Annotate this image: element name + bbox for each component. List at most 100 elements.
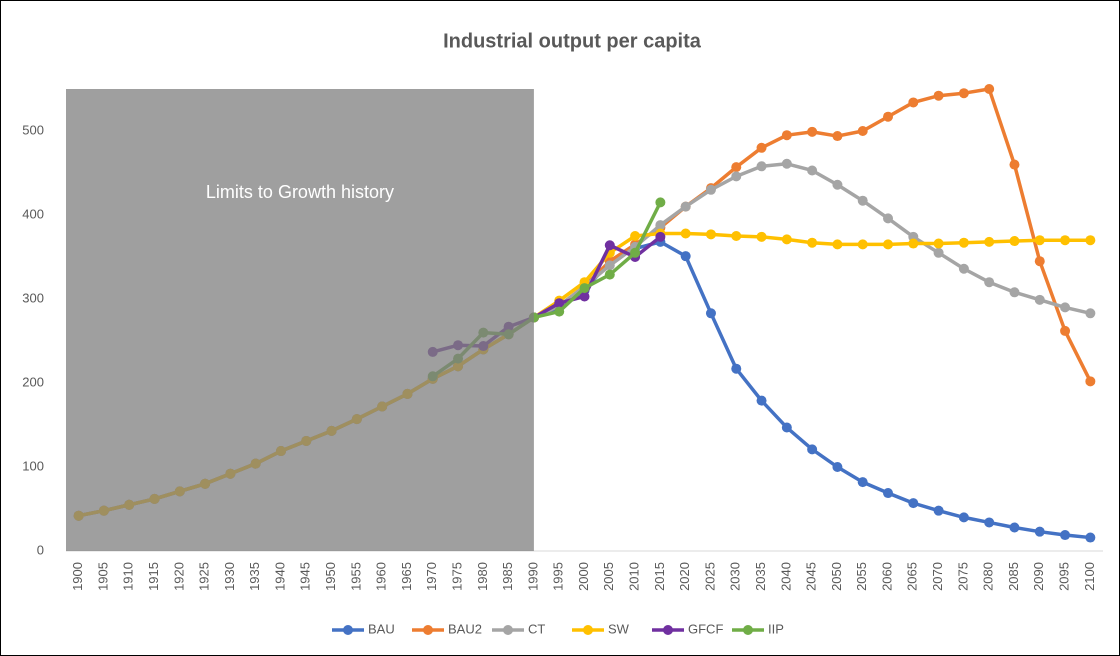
y-tick-label: 200 [22, 374, 44, 389]
series-marker [933, 505, 944, 516]
series-marker [604, 240, 615, 251]
series-marker [908, 238, 919, 249]
series-marker [883, 213, 894, 224]
series-marker [807, 237, 818, 248]
legend-marker [423, 625, 433, 635]
x-tick-label: 1940 [272, 562, 287, 591]
x-tick-label: 2040 [778, 562, 793, 591]
series-marker [1060, 235, 1071, 246]
region-label: Limits to Growth history [206, 182, 394, 202]
x-tick-label: 2070 [930, 562, 945, 591]
x-tick-label: 2100 [1082, 562, 1097, 591]
series-marker [933, 247, 944, 258]
series-marker [1034, 526, 1045, 537]
series-marker [630, 231, 641, 241]
x-tick-label: 2065 [905, 562, 920, 591]
x-tick-label: 2035 [753, 562, 768, 591]
x-tick-label: 1945 [298, 562, 313, 591]
x-tick-label: 2025 [702, 562, 717, 591]
y-tick-label: 300 [22, 290, 44, 305]
y-tick-label: 500 [22, 122, 44, 137]
series-marker [1034, 235, 1045, 246]
x-tick-label: 1905 [95, 562, 110, 591]
series-marker [857, 477, 868, 488]
shaded-region [66, 89, 534, 551]
x-tick-label: 2020 [677, 562, 692, 591]
series-marker [781, 234, 792, 245]
y-tick-label: 400 [22, 206, 44, 221]
legend-label: SW [608, 621, 630, 636]
x-tick-label: 2055 [854, 562, 869, 591]
legend-label: CT [528, 621, 545, 636]
series-marker [958, 512, 969, 523]
series-marker [807, 444, 818, 455]
series-marker [579, 291, 590, 302]
series-marker [883, 239, 894, 250]
x-tick-label: 1915 [146, 562, 161, 591]
series-marker [680, 228, 691, 239]
series-marker [781, 158, 792, 169]
series-marker [807, 126, 818, 137]
x-tick-label: 1980 [475, 562, 490, 591]
series-marker [655, 231, 666, 242]
legend-label: BAU2 [448, 621, 482, 636]
series-marker [958, 237, 969, 248]
x-tick-label: 2050 [829, 562, 844, 591]
series-marker [984, 517, 995, 528]
y-tick-label: 0 [37, 542, 44, 557]
series-marker [554, 298, 565, 309]
series-marker [857, 239, 868, 250]
chart-title: Industrial output per capita [443, 30, 702, 52]
series-marker [832, 179, 843, 190]
series-marker [1009, 287, 1020, 298]
series-marker [781, 422, 792, 433]
series-marker [832, 462, 843, 472]
series-marker [579, 283, 590, 294]
legend-marker [503, 625, 513, 635]
series-marker [731, 363, 742, 374]
series-marker [1060, 325, 1071, 336]
series-marker [807, 165, 818, 176]
series-marker [1060, 530, 1071, 541]
series-marker [984, 277, 995, 288]
series-marker [756, 395, 767, 406]
y-tick-label: 100 [22, 458, 44, 473]
series-marker [1034, 294, 1045, 305]
series-marker [1085, 308, 1096, 319]
series-marker [1085, 235, 1096, 246]
series-marker [756, 142, 767, 153]
series-marker [554, 306, 565, 317]
series-marker [756, 231, 767, 242]
x-tick-label: 1970 [424, 562, 439, 591]
series-marker [933, 90, 944, 101]
x-tick-label: 1960 [374, 562, 389, 591]
series-marker [630, 247, 641, 258]
x-tick-label: 1930 [222, 562, 237, 591]
series-marker [883, 488, 894, 499]
series-marker [933, 238, 944, 249]
series-marker [1085, 532, 1096, 543]
series-marker [731, 231, 742, 241]
legend-marker [743, 625, 753, 635]
series-marker [705, 308, 716, 319]
series-marker [857, 195, 868, 206]
x-tick-label: 2075 [955, 562, 970, 591]
series-marker [883, 111, 894, 122]
x-tick-label: 1965 [399, 562, 414, 591]
series-marker [857, 126, 868, 136]
series-marker [1009, 236, 1020, 247]
legend-marker [663, 625, 673, 635]
x-tick-label: 2085 [1006, 562, 1021, 591]
series-marker [832, 239, 843, 250]
x-tick-label: 1950 [323, 562, 338, 591]
series-marker [731, 171, 742, 182]
series-marker [731, 162, 742, 173]
legend-marker [343, 625, 353, 635]
x-tick-label: 1900 [70, 562, 85, 591]
series-marker [958, 263, 969, 274]
series-marker [705, 184, 716, 195]
x-tick-label: 1990 [525, 562, 540, 591]
series-marker [680, 201, 691, 212]
series-marker [705, 229, 716, 240]
x-tick-label: 2000 [576, 562, 591, 591]
